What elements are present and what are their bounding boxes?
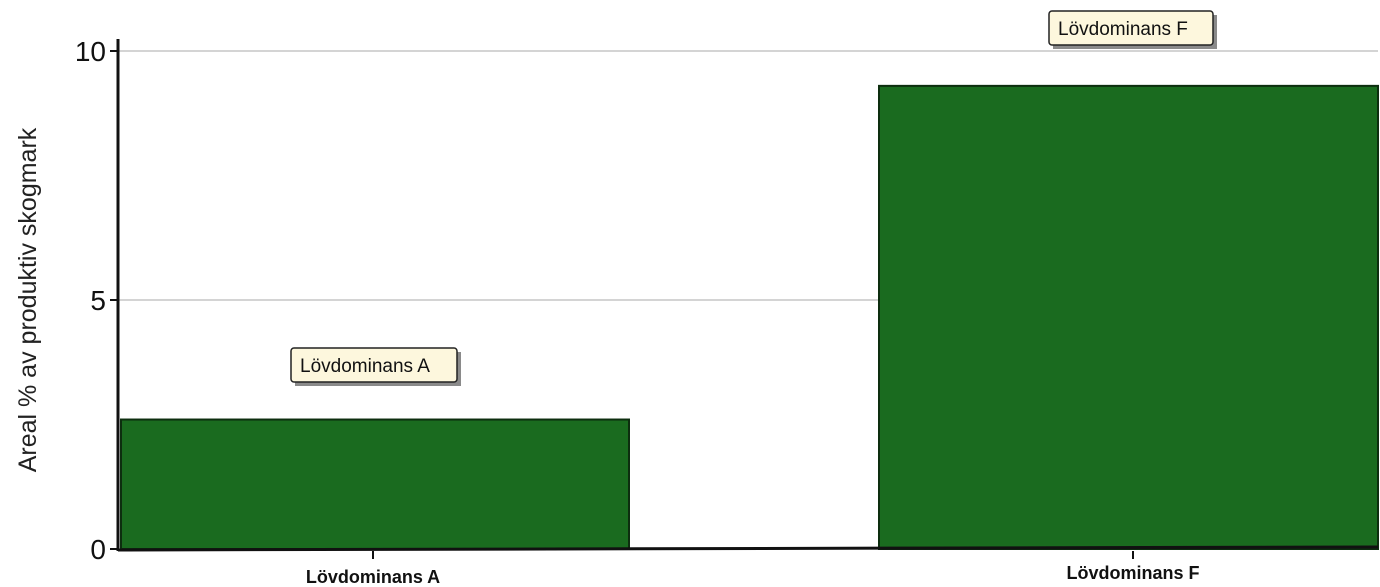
bar <box>120 418 630 550</box>
bar <box>878 84 1379 551</box>
callout-text: Lövdominans F <box>1058 19 1188 40</box>
callout-label: Lövdominans A <box>290 347 461 386</box>
callout-label: Lövdominans F <box>1048 10 1217 49</box>
axes <box>110 39 1379 559</box>
bars <box>120 84 1379 551</box>
y-axis-label: Areal % av produktiv skogmark <box>14 127 42 472</box>
x-tick-label: Lövdominans A <box>306 567 440 587</box>
x-tick-labels: Lövdominans A Lövdominans F <box>306 563 1200 587</box>
y-tick-label: 0 <box>90 534 106 565</box>
callouts: Lövdominans A Lövdominans F <box>290 10 1217 386</box>
x-tick-label: Lövdominans F <box>1066 563 1199 583</box>
callout-box <box>1048 10 1214 46</box>
callout-text: Lövdominans A <box>300 356 430 377</box>
x-axis-line <box>117 545 1379 552</box>
y-tick-label: 10 <box>75 36 106 67</box>
y-tick-label: 5 <box>90 285 106 316</box>
callout-box <box>290 347 458 383</box>
y-tick-labels: 0 5 10 <box>75 36 106 565</box>
